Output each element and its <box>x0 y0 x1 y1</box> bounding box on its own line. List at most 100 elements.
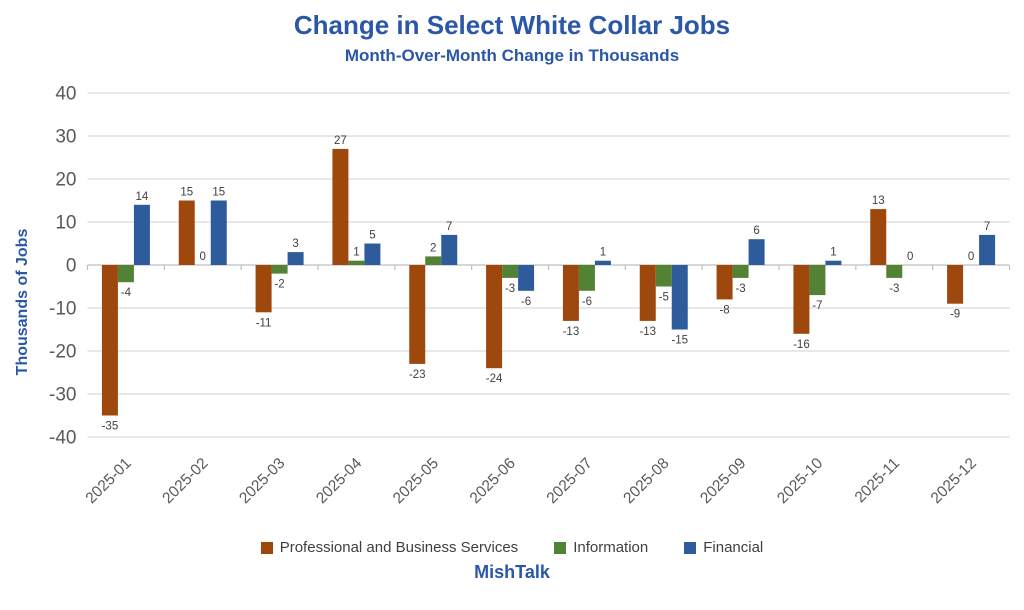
value-label: -16 <box>793 339 810 351</box>
y-axis-tick-label: -20 <box>49 342 76 363</box>
value-label: -11 <box>256 317 272 329</box>
x-axis-label: 2025-01 <box>82 455 134 507</box>
legend-item: Financial <box>684 539 763 556</box>
bar <box>732 265 749 278</box>
value-label: -6 <box>582 296 592 308</box>
chart-subtitle: Month-Over-Month Change in Thousands <box>344 46 680 65</box>
x-axis-label: 2025-03 <box>236 455 288 507</box>
bar <box>486 265 503 369</box>
bar <box>562 265 579 321</box>
value-label: -5 <box>659 292 669 304</box>
legend-swatch-icon <box>684 541 697 554</box>
x-axis-label: 2025-08 <box>620 455 672 507</box>
bar <box>210 200 227 265</box>
value-label: 14 <box>136 191 149 203</box>
y-axis-tick-label: 30 <box>55 127 76 148</box>
value-label: 7 <box>446 221 452 233</box>
value-label: 0 <box>907 251 913 263</box>
value-label: 0 <box>968 251 974 263</box>
legend-label: Information <box>573 539 649 556</box>
bar <box>502 265 519 278</box>
bar <box>671 265 688 330</box>
y-axis-tick-label: -40 <box>49 428 76 449</box>
value-label: -6 <box>521 296 531 308</box>
value-label: 27 <box>334 135 347 147</box>
bar <box>947 265 964 304</box>
x-axis-label: 2025-07 <box>543 455 595 507</box>
bar <box>518 265 535 291</box>
bar <box>271 265 288 274</box>
value-label: -3 <box>505 283 515 295</box>
bar <box>287 252 304 265</box>
legend-label: Financial <box>703 539 764 556</box>
x-axis-label: 2025-12 <box>928 455 980 507</box>
value-label: -7 <box>812 300 822 312</box>
footer-brand: MishTalk <box>474 562 550 582</box>
x-axis-label: 2025-04 <box>313 455 366 508</box>
bar <box>101 265 118 416</box>
legend-item: Information <box>554 539 648 556</box>
value-label: 2 <box>430 242 436 254</box>
value-label: 1 <box>353 247 359 259</box>
value-label: 3 <box>292 238 298 250</box>
y-axis-tick-label: 40 <box>55 84 76 105</box>
value-label: 6 <box>753 225 759 237</box>
value-label: 7 <box>984 221 990 233</box>
value-label: -2 <box>274 279 284 291</box>
bar <box>178 200 195 265</box>
value-label: 0 <box>200 251 206 263</box>
value-label: 15 <box>180 187 193 199</box>
value-label: -9 <box>950 309 960 321</box>
bar <box>870 209 887 265</box>
y-axis-tick-label: -10 <box>49 299 76 320</box>
legend-swatch-icon <box>554 541 567 554</box>
bar <box>793 265 810 334</box>
legend-label: Professional and Business Services <box>279 539 519 556</box>
bar <box>133 204 150 265</box>
x-axis-label: 2025-09 <box>697 455 749 507</box>
value-label: -13 <box>639 326 656 338</box>
x-axis-label: 2025-05 <box>390 455 442 507</box>
x-axis-label: 2025-11 <box>852 455 903 506</box>
bar <box>886 265 903 278</box>
chart-title: Change in Select White Collar Jobs <box>293 10 731 40</box>
value-label: -3 <box>889 283 899 295</box>
value-label: -13 <box>563 326 580 338</box>
value-label: -8 <box>719 304 729 316</box>
value-label: -24 <box>486 373 503 385</box>
bar <box>825 260 842 265</box>
value-label: 13 <box>872 195 885 207</box>
bar <box>255 265 272 313</box>
value-label: 15 <box>212 187 225 199</box>
bar <box>655 265 672 287</box>
bar <box>594 260 611 265</box>
bar <box>716 265 733 300</box>
legend: Professional and Business Services Inform… <box>0 539 1024 556</box>
y-axis-tick-label: 20 <box>55 170 76 191</box>
bar <box>332 148 349 265</box>
legend-swatch-icon <box>260 541 273 554</box>
bar <box>639 265 656 321</box>
bar <box>425 256 442 265</box>
value-label: -35 <box>102 421 119 433</box>
x-axis-label: 2025-10 <box>774 455 827 508</box>
bar <box>364 243 381 265</box>
bar <box>117 265 134 283</box>
y-axis-tick-label: 10 <box>55 213 76 234</box>
y-axis-title: Thousands of Jobs <box>14 229 31 376</box>
value-label: 1 <box>600 247 606 259</box>
bar <box>578 265 595 291</box>
legend-item: Professional and Business Services <box>260 539 519 556</box>
value-label: -23 <box>409 369 426 381</box>
value-label: 5 <box>369 230 375 242</box>
value-label: -15 <box>671 335 688 347</box>
value-label: 1 <box>830 247 836 259</box>
bar <box>348 260 365 265</box>
bar <box>748 239 765 265</box>
bar <box>979 234 996 265</box>
value-label: -3 <box>735 283 745 295</box>
y-axis-tick-label: 0 <box>66 256 77 277</box>
x-axis-label: 2025-02 <box>159 455 211 507</box>
